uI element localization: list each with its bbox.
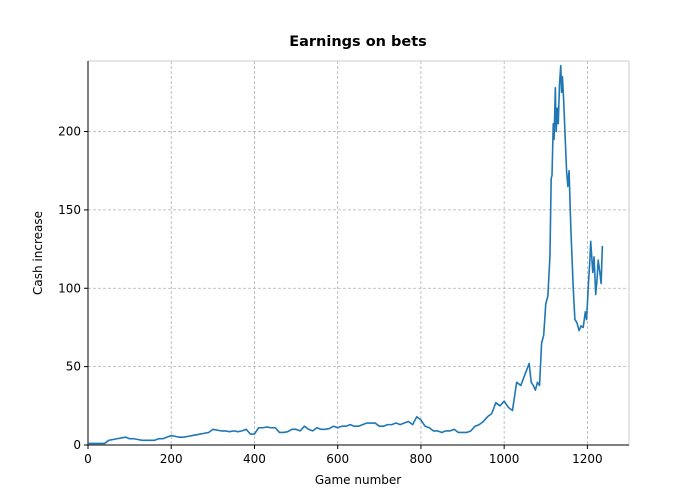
y-tick-label: 200 (58, 125, 81, 139)
x-tick-label: 200 (160, 452, 183, 466)
chart-title: Earnings on bets (289, 34, 427, 50)
y-axis-label: Cash increase (31, 211, 45, 295)
x-tick-label: 1200 (572, 452, 603, 466)
y-tick-label: 50 (66, 360, 81, 374)
data-line (88, 64, 604, 445)
x-tick-label: 0 (84, 452, 92, 466)
y-tick-label: 150 (58, 203, 81, 217)
y-tick-label: 0 (73, 438, 81, 452)
x-axis-label: Game number (315, 473, 401, 487)
x-tick-label: 800 (409, 452, 432, 466)
x-tick-label: 1000 (489, 452, 520, 466)
x-tick-label: 600 (326, 452, 349, 466)
x-tick-label: 400 (243, 452, 266, 466)
y-tick-label: 100 (58, 281, 81, 295)
